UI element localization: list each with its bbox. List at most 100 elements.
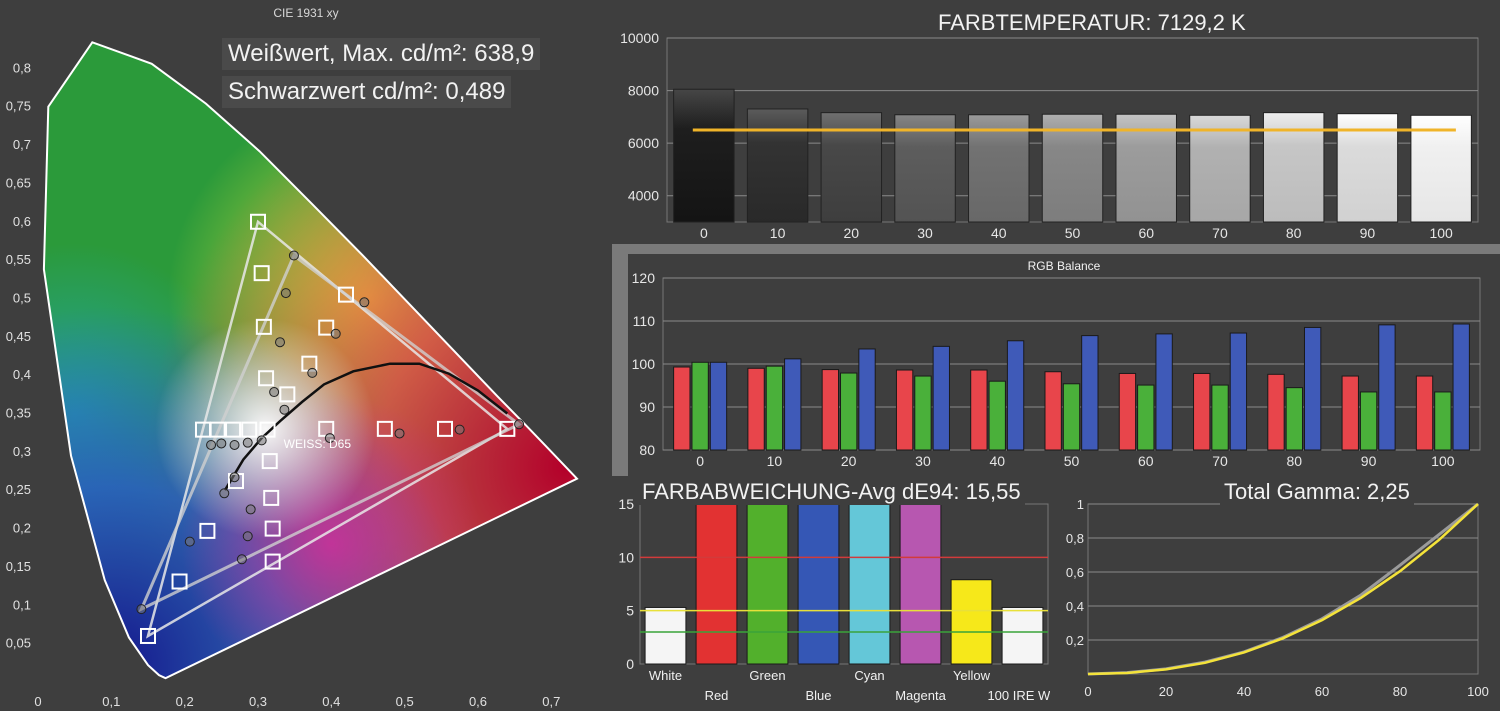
rgb-bar <box>1211 384 1229 451</box>
gamma-frame <box>1087 503 1479 675</box>
rgb-bar <box>691 361 709 451</box>
rgb-x-tick: 90 <box>1361 453 1377 469</box>
ct-x-tick: 50 <box>1065 225 1081 241</box>
measured-point <box>279 404 290 415</box>
gamma-x-tick: 60 <box>1315 684 1329 699</box>
deltae-chart: 0 5 10 15 White Red Green Blue Cyan Magenta Yellow… <box>618 496 1057 703</box>
gamma-panel: 0,2 0,4 0,6 0,8 1 0 20 40 60 80 100 Total Gamma: 2… <box>1050 476 1500 711</box>
rgb-bar <box>765 365 784 451</box>
rgb-x-tick: 30 <box>915 453 931 469</box>
rgb-bar <box>858 348 876 451</box>
target-gamut-triangle <box>146 219 510 639</box>
ct-bar <box>894 114 956 223</box>
rgb-bar <box>932 345 950 451</box>
rgb-bar <box>1006 340 1025 451</box>
rgb-x-tick: 100 <box>1431 453 1455 469</box>
measured-point <box>236 554 247 565</box>
de-bar <box>848 503 891 665</box>
de-bar <box>695 503 738 665</box>
rgb-bar <box>821 369 840 451</box>
rgb-y-tick: 120 <box>632 270 656 286</box>
deltae-title: FARBABWEICHUNG-Avg dE94: 15,55 <box>638 479 1025 505</box>
ct-bar <box>1041 113 1104 223</box>
target-point <box>261 453 278 470</box>
ct-x-tick: 40 <box>991 225 1007 241</box>
rgb-bar <box>1193 372 1211 451</box>
de-bar <box>644 606 687 665</box>
spectral-locus <box>42 41 579 680</box>
measured-point <box>275 337 285 348</box>
ct-x-tick: 60 <box>1138 225 1154 241</box>
white-luminance-annotation: Weißwert, Max. cd/m²: 638,9 <box>222 38 541 70</box>
ct-y-tick: 4000 <box>628 188 659 204</box>
ct-x-tick: 100 <box>1429 225 1453 241</box>
cie-y-tick: 0,55 <box>6 252 31 267</box>
cie-y-tick: 0,45 <box>6 329 31 344</box>
measured-point <box>514 419 525 430</box>
gamma-y-tick: 0,8 <box>1066 531 1084 546</box>
target-point <box>263 489 280 506</box>
ct-bar <box>1336 113 1399 223</box>
de-x-tick: Magenta <box>895 688 946 703</box>
measured-point <box>136 604 147 615</box>
rgb-bar <box>1303 326 1322 451</box>
cie-diagram: 0 0,1 0,2 0,3 0,4 0,5 0,6 0,7 0,05 0,1 0,15 0,2 0,25… <box>6 41 579 709</box>
white-point-label: WEISS: D65 <box>284 437 352 451</box>
cie-y-tick: 0,2 <box>13 521 31 536</box>
cie-y-tick: 0,65 <box>6 175 31 190</box>
de-bar <box>746 503 789 665</box>
gamma-x-tick: 100 <box>1467 684 1489 699</box>
target-point <box>140 627 156 644</box>
measured-point <box>359 297 370 308</box>
de-bar <box>950 579 993 665</box>
rgb-x-tick: 70 <box>1212 453 1228 469</box>
target-point <box>376 420 393 437</box>
rgb-y-tick: 100 <box>632 356 656 372</box>
measured-point <box>280 288 291 299</box>
measured-point <box>216 438 227 449</box>
cie-y-tick: 0,4 <box>13 367 31 382</box>
rgb-bar <box>1415 375 1434 451</box>
ct-y-tick: 8000 <box>628 83 659 99</box>
target-point <box>241 421 258 438</box>
target-point <box>264 520 281 537</box>
ct-x-tick: 10 <box>770 225 786 241</box>
ct-bar <box>1189 114 1251 223</box>
cie-y-tick: 0,05 <box>6 636 31 651</box>
measured-point <box>269 387 280 398</box>
target-point <box>259 421 276 438</box>
target-point <box>279 386 296 403</box>
rgb-bar <box>1359 391 1378 451</box>
cie-x-tick: 0,2 <box>176 694 194 709</box>
rgb-bar <box>1452 323 1470 451</box>
de-x-tick: Blue <box>805 688 831 703</box>
ct-y-tick: 10000 <box>620 30 659 46</box>
gamma-chart: 0,2 0,4 0,6 0,8 1 0 20 40 60 80 100 <box>1066 497 1489 699</box>
de-x-tick: 100 IRE Wh <box>987 688 1057 703</box>
cie-y-tick: 0,5 <box>13 290 31 305</box>
colortemp-panel: 4000 6000 8000 10000 0 10 20 30 40 50 60 70 80 90 100 … <box>612 0 1500 244</box>
measured-point <box>184 536 195 547</box>
rgb-bar <box>1434 391 1452 451</box>
rgb-bar <box>784 358 802 451</box>
target-point <box>255 318 272 335</box>
gamma-x-tick: 80 <box>1393 684 1407 699</box>
measured-point <box>242 531 253 542</box>
rgb-y-tick: 110 <box>633 313 656 329</box>
cie-x-tick: 0,1 <box>102 694 120 709</box>
rgb-panel: 80 90 100 110 120 0 10 20 30 40 50 60 70 80 90 100 RGB … <box>628 254 1500 476</box>
measured-point <box>242 437 253 448</box>
rgb-bar <box>1229 332 1248 451</box>
ct-bar <box>968 114 1030 223</box>
rgb-x-tick: 20 <box>841 453 857 469</box>
cie-x-tick: 0,6 <box>469 694 487 709</box>
de-x-tick: Cyan <box>854 668 884 683</box>
measured-point <box>394 428 405 439</box>
ct-x-tick: 0 <box>700 225 708 241</box>
ct-bar <box>746 108 809 223</box>
ct-x-tick: 80 <box>1286 225 1302 241</box>
measured-point <box>307 367 318 378</box>
rgb-x-tick: 60 <box>1138 453 1154 469</box>
target-point <box>437 420 453 437</box>
rgb-bar <box>709 361 728 451</box>
